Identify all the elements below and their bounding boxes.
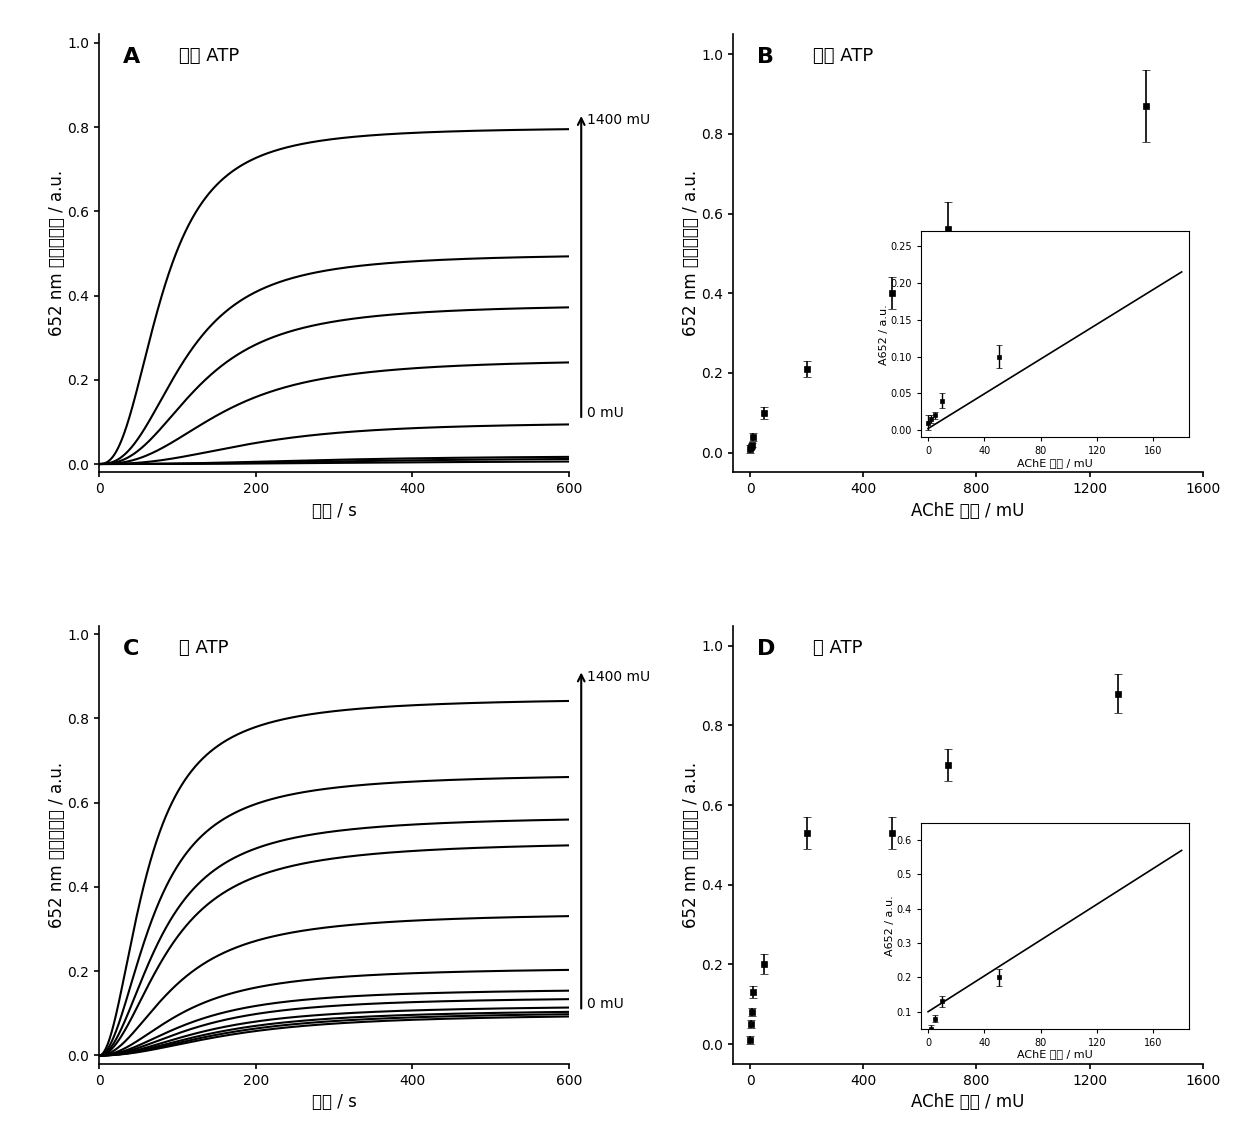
Text: 1400 mU: 1400 mU — [588, 113, 651, 127]
X-axis label: 时间 / s: 时间 / s — [311, 502, 356, 519]
Text: 有 ATP: 有 ATP — [813, 639, 863, 657]
Text: 没有 ATP: 没有 ATP — [813, 47, 873, 65]
Text: 0 mU: 0 mU — [588, 406, 624, 420]
Text: D: D — [756, 639, 775, 659]
X-axis label: AChE 活性 / mU: AChE 活性 / mU — [911, 502, 1024, 519]
Y-axis label: 652 nm 处吸光度值 / a.u.: 652 nm 处吸光度值 / a.u. — [48, 762, 66, 928]
Text: A: A — [123, 47, 140, 67]
Text: 没有 ATP: 没有 ATP — [179, 47, 239, 65]
Text: B: B — [756, 47, 774, 67]
Text: 0 mU: 0 mU — [588, 998, 624, 1011]
X-axis label: AChE 活性 / mU: AChE 活性 / mU — [911, 1094, 1024, 1111]
Y-axis label: 652 nm 处吸光度值 / a.u.: 652 nm 处吸光度值 / a.u. — [682, 762, 701, 928]
Y-axis label: 652 nm 处吸光度值 / a.u.: 652 nm 处吸光度值 / a.u. — [48, 170, 66, 336]
Y-axis label: 652 nm 处吸光度值 / a.u.: 652 nm 处吸光度值 / a.u. — [682, 170, 701, 336]
X-axis label: 时间 / s: 时间 / s — [311, 1094, 356, 1111]
Text: 有 ATP: 有 ATP — [179, 639, 228, 657]
Text: 1400 mU: 1400 mU — [588, 669, 651, 684]
Text: C: C — [123, 639, 139, 659]
